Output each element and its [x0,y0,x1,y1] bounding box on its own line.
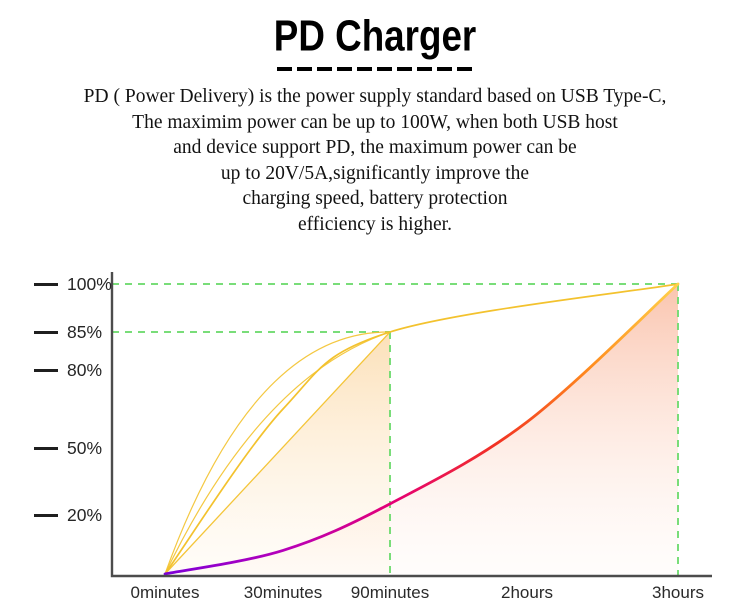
x-tick-label: 30minutes [243,583,323,602]
x-tick-label: 0minutes [130,583,200,602]
description-line: efficiency is higher. [298,213,452,235]
y-axis-tick: 85% [34,321,102,343]
x-tick-label: 2hours [501,583,553,602]
description-line: and device support PD, the maximum power… [173,137,577,158]
page-title: PD Charger [273,11,477,61]
y-tick-label: 80% [67,359,103,380]
description-line: PD ( Power Delivery) is the power supply… [83,86,667,107]
y-axis-tick: 50% [34,437,102,459]
tick-mark [34,446,58,450]
description-line: The maximim power can be up to 100W, whe… [132,111,618,133]
y-tick-label: 100% [67,273,112,294]
description-line: up to 20V/5A,significantly improve the [220,162,530,184]
description: PD ( Power Delivery) is the power supply… [0,84,750,237]
title-underline [277,67,473,71]
x-tick-label: 90minutes [350,583,430,602]
tick-mark [34,368,58,372]
tick-mark [34,330,58,334]
y-axis-tick: 80% [34,359,102,381]
pd-charger-page: PD Charger PD ( Power Delivery) is the p… [0,11,750,614]
y-tick-label: 85% [67,321,103,342]
x-tick-label: 3hours [652,583,704,602]
tick-mark [34,282,58,286]
description-line: charging speed, battery protection [242,188,508,209]
y-tick-label: 20% [67,504,103,525]
y-axis-tick: 20% [34,504,102,526]
tick-mark [34,513,58,517]
y-axis-tick: 100% [34,273,112,295]
y-tick-label: 50% [67,437,103,458]
